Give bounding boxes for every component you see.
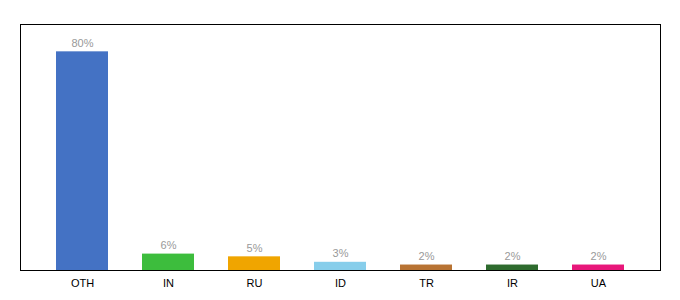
svg-text:IN: IN xyxy=(163,277,174,289)
svg-text:2%: 2% xyxy=(505,250,521,262)
svg-text:2%: 2% xyxy=(591,250,607,262)
svg-text:OTH: OTH xyxy=(71,277,94,289)
svg-text:80%: 80% xyxy=(71,37,93,49)
svg-text:ID: ID xyxy=(335,277,346,289)
svg-text:RU: RU xyxy=(247,277,263,289)
svg-text:IR: IR xyxy=(507,277,518,289)
svg-text:2%: 2% xyxy=(419,250,435,262)
svg-text:3%: 3% xyxy=(333,247,349,259)
svg-text:TR: TR xyxy=(419,277,434,289)
svg-text:6%: 6% xyxy=(161,239,177,251)
svg-text:UA: UA xyxy=(591,277,607,289)
svg-text:5%: 5% xyxy=(247,242,263,254)
